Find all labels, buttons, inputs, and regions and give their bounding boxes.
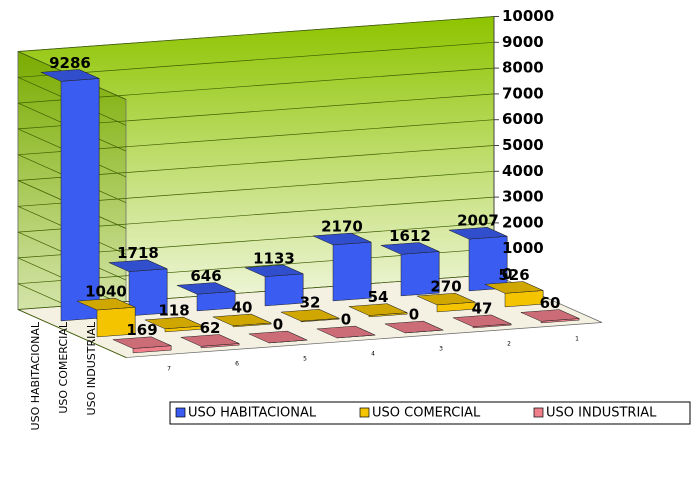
bar bbox=[452, 314, 512, 329]
bar bbox=[112, 336, 172, 354]
bar bbox=[40, 69, 100, 322]
depth-label: USO COMERCIAL bbox=[57, 321, 70, 414]
bar-top bbox=[108, 259, 168, 272]
bar-top bbox=[316, 325, 376, 339]
y-tick-label: 3000 bbox=[502, 188, 544, 206]
data-label: 0 bbox=[409, 306, 419, 324]
data-label: 1133 bbox=[253, 249, 295, 267]
bar-top bbox=[448, 227, 508, 240]
y-tick-label: 5000 bbox=[502, 136, 544, 154]
data-label: 54 bbox=[368, 288, 389, 306]
bar bbox=[316, 325, 376, 339]
data-label: 2170 bbox=[321, 218, 363, 236]
data-label: 169 bbox=[126, 321, 157, 339]
data-label: 47 bbox=[472, 299, 493, 317]
bar-top bbox=[380, 242, 440, 255]
x-tick-label: 4 bbox=[371, 351, 375, 358]
bar-top bbox=[76, 298, 136, 311]
bar-top bbox=[144, 316, 204, 330]
legend-label: USO HABITACIONAL bbox=[188, 406, 317, 421]
legend-label: USO COMERCIAL bbox=[372, 406, 481, 421]
bar-top bbox=[348, 303, 408, 316]
bar bbox=[244, 264, 304, 307]
bar bbox=[212, 313, 272, 328]
bar-front bbox=[332, 241, 372, 302]
legend-swatch bbox=[533, 407, 544, 418]
data-label: 646 bbox=[190, 267, 221, 285]
bar bbox=[144, 316, 204, 333]
bar bbox=[180, 334, 240, 349]
y-tick-label: 7000 bbox=[502, 84, 544, 102]
bar bbox=[416, 292, 476, 313]
bar-top bbox=[452, 314, 512, 327]
bar-top bbox=[244, 264, 304, 277]
data-label: 9286 bbox=[49, 54, 91, 72]
data-label: 60 bbox=[540, 294, 561, 312]
bar-top bbox=[212, 313, 272, 327]
bar-top bbox=[112, 336, 172, 349]
x-tick-label: 6 bbox=[235, 361, 239, 368]
data-label: 62 bbox=[200, 319, 221, 337]
bar bbox=[280, 308, 340, 323]
bar-front bbox=[264, 273, 304, 307]
data-label: 1718 bbox=[117, 244, 159, 262]
bar bbox=[348, 303, 408, 318]
bar-top bbox=[312, 232, 372, 246]
y-tick-label: 4000 bbox=[502, 162, 544, 180]
depth-label: USO HABITACIONAL bbox=[29, 321, 42, 430]
bar-top bbox=[176, 282, 236, 295]
bar bbox=[248, 330, 308, 344]
data-label: 0 bbox=[273, 316, 283, 334]
legend-box bbox=[169, 401, 691, 425]
depth-label: USO INDUSTRIAL bbox=[85, 321, 98, 415]
legend-swatch bbox=[359, 407, 370, 418]
bars bbox=[40, 69, 580, 354]
data-label: 40 bbox=[232, 298, 253, 316]
bar-top bbox=[520, 309, 580, 322]
data-label: 1040 bbox=[85, 283, 127, 301]
x-tick-label: 5 bbox=[303, 356, 307, 363]
bar bbox=[520, 309, 580, 324]
bar bbox=[484, 281, 544, 308]
y-tick-label: 2000 bbox=[502, 213, 544, 231]
data-label: 32 bbox=[300, 294, 321, 312]
bar bbox=[384, 320, 444, 334]
data-label: 270 bbox=[430, 278, 461, 296]
y-tick-label: 10000 bbox=[502, 7, 554, 25]
x-tick-label: 1 bbox=[575, 336, 579, 343]
legend-label: USO INDUSTRIAL bbox=[546, 406, 657, 421]
labels: 0100020003000400050006000700080009000100… bbox=[29, 7, 579, 430]
x-tick-label: 2 bbox=[507, 341, 511, 348]
bar-top bbox=[484, 281, 544, 294]
data-label: 0 bbox=[341, 311, 351, 329]
bar-top bbox=[40, 69, 100, 82]
data-label: 1612 bbox=[389, 227, 431, 245]
data-label: 2007 bbox=[457, 212, 499, 230]
legend-swatch bbox=[175, 407, 186, 418]
bar bbox=[108, 259, 168, 317]
y-tick-label: 9000 bbox=[502, 33, 544, 51]
bar-top bbox=[280, 309, 340, 322]
bar-top bbox=[416, 292, 476, 306]
legend: USO HABITACIONAL USO COMERCIAL USO INDUSTR… bbox=[175, 406, 657, 421]
data-label: 118 bbox=[158, 301, 189, 319]
bar bbox=[312, 232, 372, 302]
bar bbox=[380, 242, 440, 297]
bar-top bbox=[180, 334, 240, 347]
bar bbox=[448, 226, 508, 292]
y-tick-label: 1000 bbox=[502, 239, 544, 257]
y-tick-label: 6000 bbox=[502, 110, 544, 128]
bar bbox=[76, 297, 136, 338]
bar bbox=[176, 282, 236, 312]
bar-top bbox=[384, 320, 444, 334]
bar-top bbox=[248, 330, 308, 344]
x-tick-label: 3 bbox=[439, 346, 443, 353]
y-tick-label: 8000 bbox=[502, 59, 544, 77]
x-tick-label: 7 bbox=[167, 366, 171, 373]
data-label: 526 bbox=[498, 266, 529, 284]
y-tick-label: 0 bbox=[502, 265, 512, 283]
bar-front bbox=[196, 291, 236, 312]
